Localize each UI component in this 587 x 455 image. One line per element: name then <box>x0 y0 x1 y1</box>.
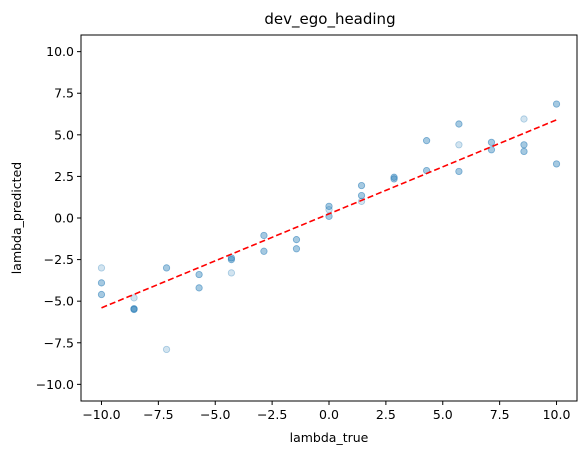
fit-line-layer <box>101 119 557 309</box>
y-tick-label: −5.0 <box>44 294 74 309</box>
x-axis-label: lambda_true <box>290 430 369 445</box>
y-tick-label: −7.5 <box>44 335 74 350</box>
fit-line <box>101 119 557 309</box>
scatter-point <box>520 147 528 156</box>
y-tick-label: −2.5 <box>44 252 74 267</box>
y-tick-label: 10.0 <box>46 44 74 59</box>
scatter-point <box>195 270 203 279</box>
scatter-point <box>325 206 333 214</box>
scatter-point <box>195 284 203 292</box>
scatter-point <box>292 245 301 253</box>
scatter-point <box>390 175 398 183</box>
scatter-point <box>325 202 333 210</box>
scatter-point <box>357 181 366 190</box>
chart-title: dev_ego_heading <box>264 10 395 29</box>
y-tick-label: 0.0 <box>54 211 74 226</box>
x-tick-label: −5.0 <box>200 407 230 422</box>
scatter-point <box>97 279 106 287</box>
scatter-point <box>130 305 138 314</box>
x-tick-label: 10.0 <box>543 407 571 422</box>
scatter-point <box>357 191 366 200</box>
scatter-point <box>260 231 268 240</box>
scatter-point <box>130 294 138 302</box>
y-axis-label: lambda_predicted <box>9 162 24 274</box>
scatter-point <box>292 236 301 244</box>
scatter-point <box>162 264 171 272</box>
scatter-point <box>455 141 463 149</box>
scatter-point <box>227 269 235 277</box>
scatter-point <box>520 141 528 149</box>
x-axis: −10.0 −7.5 −5.0 −2.5 0.0 2.5 5.0 7.5 10.0 <box>82 401 570 422</box>
scatter-point <box>487 138 496 146</box>
scatter-point <box>455 120 463 128</box>
scatter-point <box>552 100 561 108</box>
scatter-point <box>520 115 528 123</box>
x-tick-label: 2.5 <box>376 407 396 422</box>
scatter-point <box>423 137 431 145</box>
x-tick-label: 0.0 <box>319 407 339 422</box>
scatter-point <box>390 173 398 181</box>
x-tick-label: 5.0 <box>433 407 453 422</box>
points-layer <box>97 100 561 354</box>
scatter-point <box>97 290 106 299</box>
scatter-point <box>552 160 561 168</box>
x-tick-label: −7.5 <box>143 407 173 422</box>
x-tick-label: 7.5 <box>490 407 510 422</box>
scatter-point <box>227 255 235 264</box>
y-tick-label: −10.0 <box>36 377 74 392</box>
y-tick-label: 7.5 <box>54 86 74 101</box>
scatter-point <box>97 264 106 272</box>
scatter-point <box>455 167 463 176</box>
y-tick-label: 2.5 <box>54 169 74 184</box>
scatter-point <box>260 247 268 255</box>
y-axis: −10.0 −7.5 −5.0 −2.5 0.0 2.5 5.0 7.5 10.0 <box>36 44 81 392</box>
x-tick-label: −2.5 <box>257 407 287 422</box>
scatter-point <box>162 345 171 354</box>
y-tick-label: 5.0 <box>54 127 74 142</box>
x-tick-label: −10.0 <box>82 407 120 422</box>
